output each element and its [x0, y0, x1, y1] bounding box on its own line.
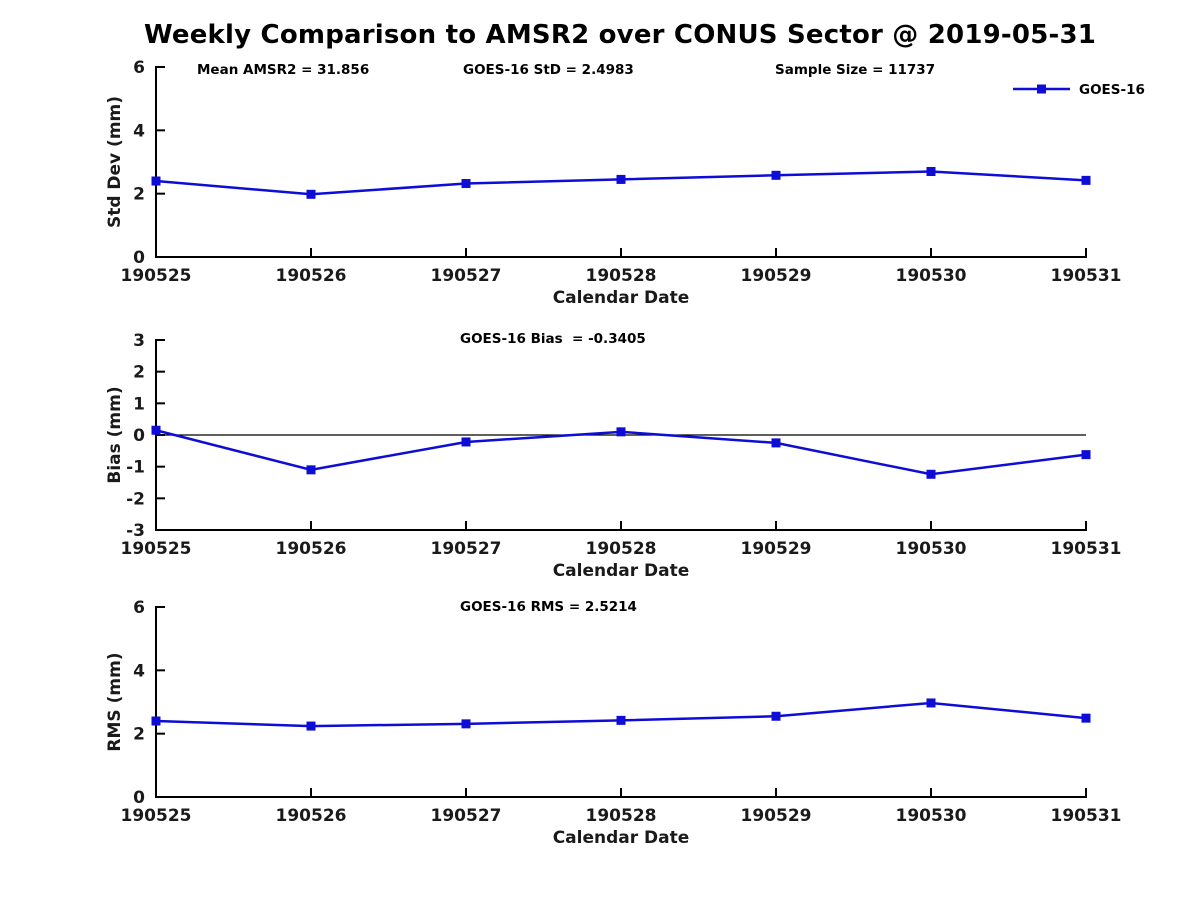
stat-annotation: GOES-16 RMS = 2.5214 — [460, 599, 637, 615]
y-tick-label: 0 — [133, 248, 145, 268]
data-point-marker — [1081, 713, 1091, 723]
y-tick-label: -2 — [126, 489, 145, 509]
x-tick-label: 190526 — [276, 539, 347, 559]
data-point-marker — [1081, 450, 1091, 460]
legend-label: GOES-16 — [1079, 82, 1145, 98]
data-point-marker — [461, 719, 471, 729]
y-tick-label: 4 — [133, 121, 145, 141]
x-tick-label: 190527 — [431, 539, 502, 559]
x-tick-label: 190526 — [276, 806, 347, 826]
data-point-marker — [771, 170, 781, 180]
y-tick-label: 2 — [133, 185, 145, 205]
rms-plot: 0 2 4 6 190525 190526 190527 190528 190529 190530… — [105, 598, 1122, 848]
chart-std-dev: 0 2 4 6 190525 190526 190527 190528 190529 190530… — [0, 0, 1200, 310]
data-point-marker — [306, 465, 316, 475]
x-axis-label: Calendar Date — [553, 828, 690, 848]
x-tick-label: 190526 — [276, 266, 347, 286]
data-point-marker — [926, 167, 936, 176]
x-tick-label: 190525 — [121, 806, 192, 826]
x-tick-label: 190528 — [586, 539, 657, 559]
y-tick-label: 4 — [133, 661, 145, 681]
y-tick-label: 2 — [133, 725, 145, 745]
x-tick-label: 190527 — [431, 266, 502, 286]
stat-annotation: GOES-16 Bias = -0.3405 — [460, 331, 646, 347]
chart-bias: -3 -2 -1 0 1 2 3 190525 190526 190527 190528 190529… — [0, 273, 1200, 583]
bias-plot: -3 -2 -1 0 1 2 3 190525 190526 190527 190528 190529… — [105, 331, 1122, 581]
data-point-marker — [616, 174, 626, 184]
data-point-marker — [1081, 175, 1091, 185]
data-point-marker — [926, 698, 936, 708]
y-tick-label: 1 — [133, 394, 145, 414]
x-tick-label: 190527 — [431, 806, 502, 826]
data-point-marker — [461, 437, 471, 447]
data-point-marker — [151, 716, 161, 726]
x-tick-label: 190529 — [741, 266, 812, 286]
figure-title: Weekly Comparison to AMSR2 over CONUS Se… — [143, 20, 1097, 50]
std-dev-plot: 0 2 4 6 190525 190526 190527 190528 190529 190530… — [105, 58, 1145, 308]
data-point-marker — [151, 176, 161, 186]
x-tick-label: 190525 — [121, 539, 192, 559]
y-tick-label: 0 — [133, 426, 145, 446]
x-axis-label: Calendar Date — [553, 561, 690, 581]
data-point-marker — [771, 711, 781, 721]
data-point-marker — [616, 715, 626, 725]
x-axis-label: Calendar Date — [553, 288, 690, 308]
data-point-marker — [771, 438, 781, 448]
y-axis-label: Bias (mm) — [105, 386, 125, 483]
x-tick-label: 190528 — [586, 266, 657, 286]
stat-annotation: Sample Size = 11737 — [775, 62, 935, 78]
y-tick-label: -3 — [126, 521, 145, 541]
data-point-marker — [926, 469, 936, 479]
y-tick-label: 3 — [133, 331, 145, 351]
y-axis-label: Std Dev (mm) — [105, 96, 125, 228]
y-tick-label: 0 — [133, 788, 145, 808]
data-point-marker — [616, 427, 626, 437]
data-point-marker — [306, 721, 316, 731]
x-tick-label: 190529 — [741, 806, 812, 826]
data-point-marker — [461, 179, 471, 189]
chart-rms: 0 2 4 6 190525 190526 190527 190528 190529 190530… — [0, 540, 1200, 850]
x-tick-label: 190530 — [896, 806, 967, 826]
y-tick-label: 6 — [133, 598, 145, 618]
x-tick-label: 190531 — [1051, 806, 1122, 826]
x-tick-label: 190525 — [121, 266, 192, 286]
stat-annotation: GOES-16 StD = 2.4983 — [463, 62, 634, 78]
y-tick-label: -1 — [126, 458, 145, 478]
x-tick-label: 190531 — [1051, 266, 1122, 286]
series-line — [155, 429, 1087, 476]
stat-annotation: Mean AMSR2 = 31.856 — [197, 62, 369, 78]
x-tick-label: 190529 — [741, 539, 812, 559]
x-tick-label: 190530 — [896, 539, 967, 559]
x-tick-label: 190528 — [586, 806, 657, 826]
legend-marker — [1037, 84, 1046, 94]
x-tick-label: 190531 — [1051, 539, 1122, 559]
y-tick-label: 6 — [133, 58, 145, 78]
data-point-marker — [306, 189, 316, 199]
y-axis-label: RMS (mm) — [105, 652, 125, 751]
x-tick-label: 190530 — [896, 266, 967, 286]
data-point-marker — [151, 425, 161, 435]
y-tick-label: 2 — [133, 363, 145, 383]
